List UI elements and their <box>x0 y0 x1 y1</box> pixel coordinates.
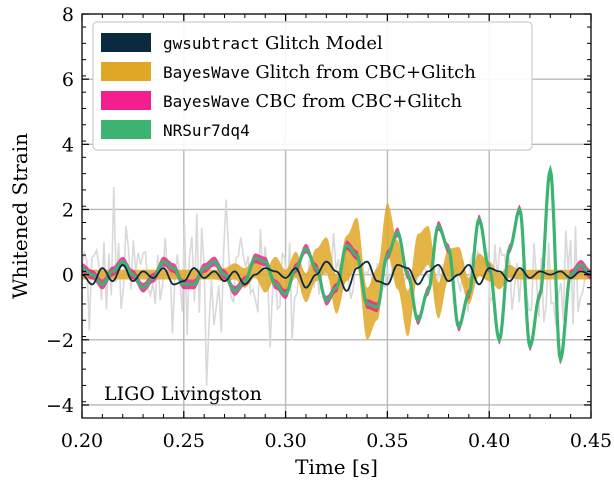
line-nrsur7dq4 <box>81 164 592 365</box>
legend-label: NRSur7dq4 <box>163 121 250 140</box>
legend-description: Glitch from CBC+Glitch <box>250 62 477 83</box>
legend-description: Glitch Model <box>259 33 383 54</box>
legend-label: gwsubtract Glitch Model <box>163 33 383 54</box>
y-tick-label: −2 <box>46 330 74 352</box>
legend-swatch <box>101 91 151 110</box>
legend-code-name: BayesWave <box>163 63 250 82</box>
axis-ticks: 0.20 0.25 0.30 0.35 0.40 0.45 −4 −2 0 2 4 6 8 <box>46 4 612 452</box>
plot-frame <box>81 13 592 419</box>
y-tick-label: 2 <box>62 199 74 221</box>
legend: gwsubtract Glitch Model BayesWave Glitch … <box>92 21 533 151</box>
legend-swatch <box>101 33 151 52</box>
x-tick-label: 0.40 <box>468 430 510 452</box>
y-tick-label: 8 <box>62 4 74 26</box>
y-tick-label: 0 <box>62 265 74 287</box>
legend-swatch <box>101 62 151 81</box>
legend-swatch <box>101 120 151 139</box>
x-tick-label: 0.35 <box>366 430 408 452</box>
legend-label: BayesWave Glitch from CBC+Glitch <box>163 62 476 83</box>
x-tick-label: 0.20 <box>61 430 103 452</box>
legend-code-name: BayesWave <box>163 92 250 111</box>
legend-box <box>92 21 533 151</box>
series-lines <box>81 164 592 365</box>
x-tick-label: 0.25 <box>163 430 205 452</box>
x-tick-label: 0.45 <box>570 430 612 452</box>
y-tick-label: 6 <box>62 69 74 91</box>
y-axis-label: Whitened Strain <box>8 133 32 299</box>
y-tick-label: −4 <box>46 395 74 417</box>
legend-label: BayesWave CBC from CBC+Glitch <box>163 91 463 112</box>
legend-code-name: gwsubtract <box>163 34 259 53</box>
x-tick-label: 0.30 <box>264 430 306 452</box>
detector-annotation: LIGO Livingston <box>104 383 262 405</box>
x-axis-label: Time [s] <box>295 455 378 479</box>
line-gwsubtract-glitch-model <box>81 260 591 292</box>
legend-code-name: NRSur7dq4 <box>163 121 250 140</box>
legend-description: CBC from CBC+Glitch <box>250 91 463 112</box>
y-tick-label: 4 <box>62 134 74 156</box>
